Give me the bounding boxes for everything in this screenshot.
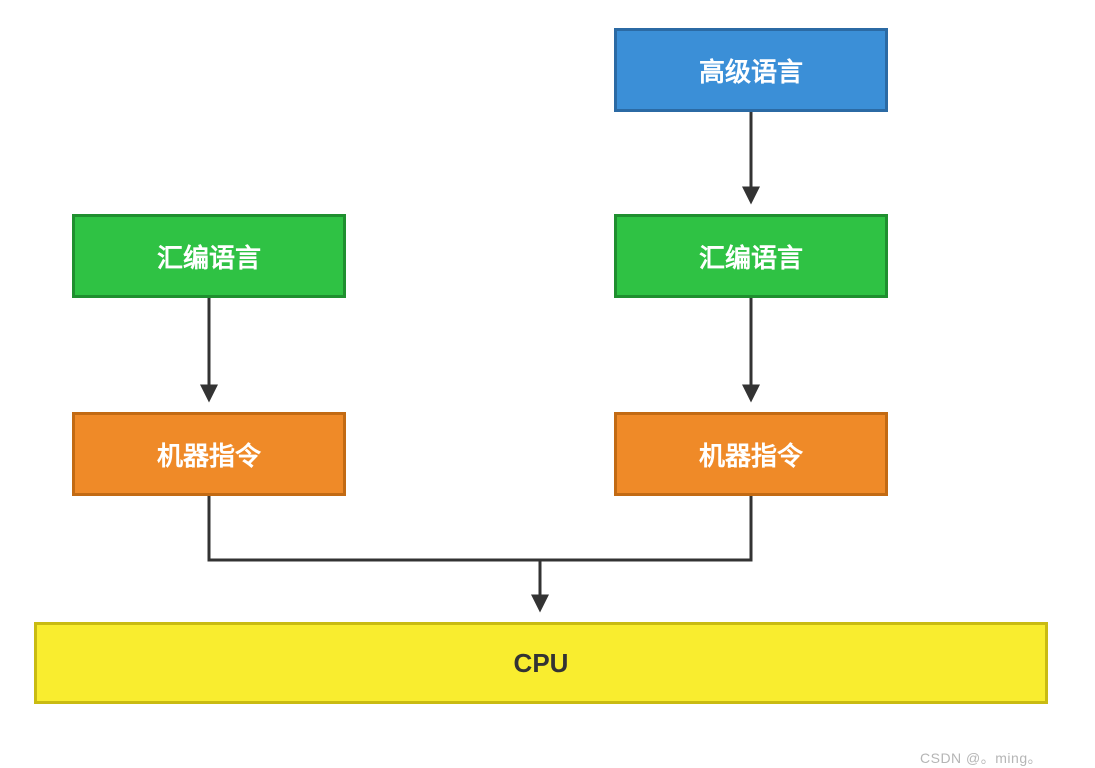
node-cpu: CPU bbox=[34, 622, 1048, 704]
node-label: CPU bbox=[514, 648, 569, 679]
node-label: 机器指令 bbox=[699, 436, 803, 473]
node-machine-right: 机器指令 bbox=[614, 412, 888, 496]
node-label: 机器指令 bbox=[157, 436, 261, 473]
edge-machine-merge-right bbox=[540, 496, 751, 560]
node-asm-left: 汇编语言 bbox=[72, 214, 346, 298]
node-label: 汇编语言 bbox=[699, 238, 803, 275]
watermark-text: CSDN @。ming。 bbox=[920, 748, 1042, 768]
node-asm-right: 汇编语言 bbox=[614, 214, 888, 298]
node-label: 高级语言 bbox=[699, 52, 803, 89]
edge-machine-merge-left bbox=[209, 496, 540, 560]
node-highlevel: 高级语言 bbox=[614, 28, 888, 112]
node-label: 汇编语言 bbox=[157, 238, 261, 275]
node-machine-left: 机器指令 bbox=[72, 412, 346, 496]
